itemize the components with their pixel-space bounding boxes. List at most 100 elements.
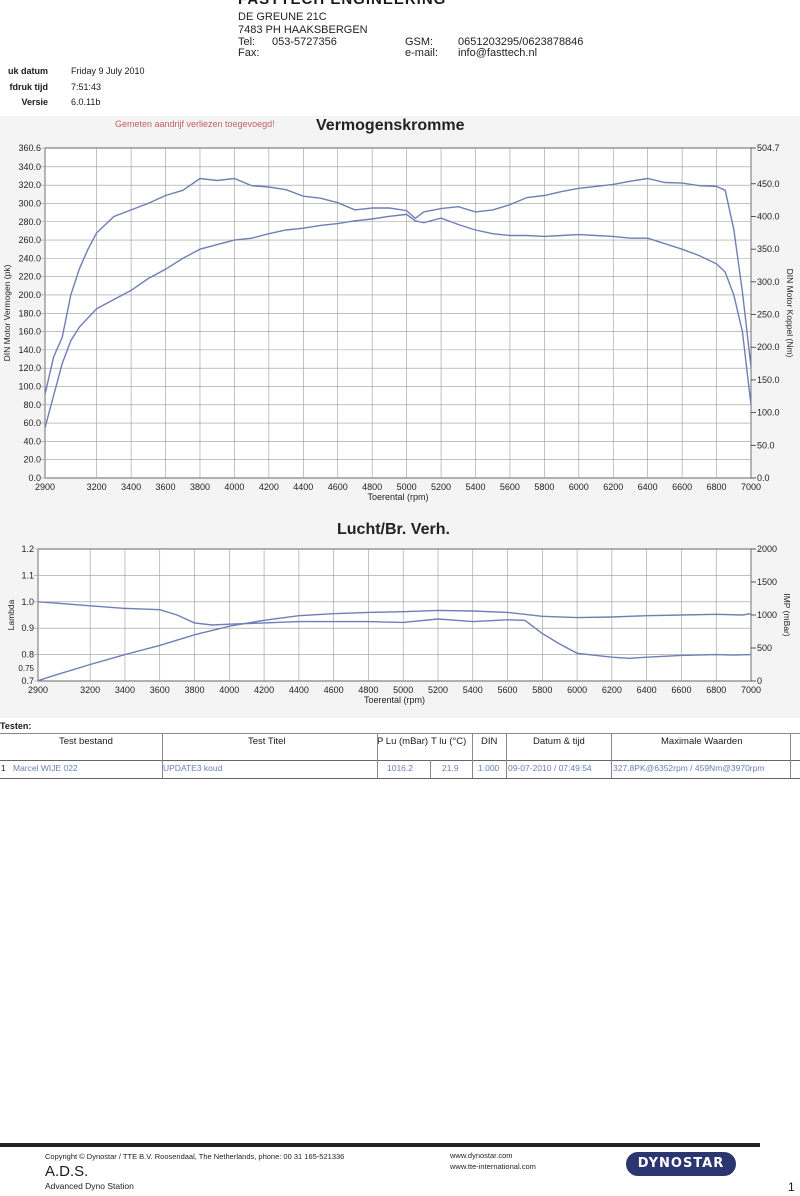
series-line-0 [37, 601, 752, 660]
power-chart-title: Vermogenskromme [316, 117, 465, 134]
versie-value: 6.0.11b [71, 97, 101, 107]
y2-tick-label: 350.0 [757, 244, 780, 254]
footer-copyright: Copyright © Dynostar / TTE B.V. Roosenda… [45, 1152, 345, 1161]
x-tick-label: 4800 [362, 482, 382, 492]
y-tick-label: 1.1 [21, 570, 34, 580]
col-test-bestand: Test bestand [59, 736, 113, 747]
y-tick-label: 1.0 [21, 597, 34, 607]
series-line-0 [44, 177, 752, 395]
row-datum: 09-07-2010 / 07:49:54 [508, 763, 592, 773]
x-tick-label: 6200 [603, 482, 623, 492]
x-tick-label: 6800 [707, 482, 727, 492]
y-tick-label: 80.0 [23, 400, 41, 410]
y-tick-label: 340.0 [18, 162, 41, 172]
power-chart: 2900 3200 3400 3600 3800 4000 4200 4400 4600 4800… [2, 143, 795, 502]
y2-tick-label: 1000 [757, 610, 777, 620]
row-test-titel: UPDATE3 koud [163, 763, 223, 773]
x-tick-label: 3400 [121, 482, 141, 492]
x-tick-label: 5000 [397, 482, 417, 492]
y2-tick-label: 504.7 [757, 143, 780, 153]
x-tick-label: 4200 [259, 482, 279, 492]
company-name: FASTTECH ENGINEERING [238, 0, 446, 8]
x-tick-label: 3800 [190, 482, 210, 492]
x-tick-label: 3400 [115, 685, 135, 695]
x-tick-label: 6000 [569, 482, 589, 492]
y-tick-label: 1.2 [21, 544, 34, 554]
x-tick-label: 5600 [498, 685, 518, 695]
x-tick-label: 6000 [567, 685, 587, 695]
x-tick-label: 4800 [358, 685, 378, 695]
tijd-label: fdruk tijd [9, 82, 49, 92]
versie-label: Versie [21, 97, 48, 107]
lambda-chart: 2900 3200 3400 3600 3800 4000 4200 4400 4600 4800… [6, 544, 792, 705]
y-tick-label: 200.0 [18, 290, 41, 300]
y2-tick-label: 450.0 [757, 179, 780, 189]
y2-tick-label: 150.0 [757, 375, 780, 385]
company-city: 7483 PH HAAKSBERGEN [238, 24, 368, 36]
y2-axis-label: IMP (mBar) [782, 593, 792, 636]
x-tick-label: 6600 [672, 482, 692, 492]
x-tick-label: 4200 [254, 685, 274, 695]
y-tick-label: 0.9 [21, 623, 34, 633]
y-tick-label: 60.0 [23, 418, 41, 428]
email-value: info@fasttech.nl [458, 47, 538, 59]
y2-tick-label: 2000 [757, 544, 777, 554]
page-number: 1 [788, 1180, 795, 1194]
x-tick-label: 4600 [328, 482, 348, 492]
x-tick-label: 6400 [637, 685, 657, 695]
x-tick-label: 2900 [35, 482, 55, 492]
y2-tick-label: 200.0 [757, 342, 780, 352]
y2-tick-label: 0.0 [757, 473, 770, 483]
table-top-rule [0, 733, 800, 734]
x-tick-label: 4400 [293, 482, 313, 492]
y2-tick-label: 100.0 [757, 408, 780, 418]
y-tick-label: 100.0 [18, 381, 41, 391]
x-tick-label: 5200 [431, 482, 451, 492]
x-tick-label: 7000 [741, 685, 761, 695]
y-tick-label: 120.0 [18, 363, 41, 373]
x-tick-label: 3600 [150, 685, 170, 695]
datum-value: Friday 9 July 2010 [71, 66, 145, 76]
x-tick-label: 4000 [224, 482, 244, 492]
x-tick-label: 3200 [80, 685, 100, 695]
y-tick-label: 20.0 [23, 455, 41, 465]
col-test-titel: Test Titel [248, 736, 286, 747]
x-tick-label: 6400 [638, 482, 658, 492]
tijd-value: 7:51:43 [71, 82, 102, 92]
y-tick-label: 260.0 [18, 235, 41, 245]
plot-area [37, 548, 752, 682]
y-tick-label: 320.0 [18, 180, 41, 190]
row-t-lu: 21.9 [442, 763, 459, 773]
chart-annotation: Gemeten aandrijf verliezen toegevoegd! [115, 119, 275, 129]
x-tick-label: 5600 [500, 482, 520, 492]
series-line-1 [44, 213, 752, 428]
y-tick-label: 220.0 [18, 272, 41, 282]
y-axis-label: DIN Motor Vermogen (pk) [2, 264, 12, 361]
x-axis-label: Toerental (rpm) [367, 492, 428, 502]
row-max: 327.8PK@6352rpm / 459Nm@3970rpm [613, 763, 765, 773]
footer-ads-sub: Advanced Dyno Station [45, 1181, 134, 1191]
y-tick-label: 180.0 [18, 308, 41, 318]
x-tick-label: 5400 [463, 685, 483, 695]
y-tick-label: 0.8 [21, 650, 34, 660]
footer-ads: A.D.S. [45, 1163, 89, 1180]
tel-label: Tel: [238, 36, 256, 48]
y2-tick-label: 250.0 [757, 310, 780, 320]
x-tick-label: 3600 [156, 482, 176, 492]
x-tick-label: 5800 [534, 482, 554, 492]
results-section-label: Testen: [0, 721, 32, 731]
table-header-rule [0, 760, 800, 761]
y-tick-label: 360.6 [18, 143, 41, 153]
y2-tick-label: 400.0 [757, 211, 780, 221]
col-p-lu: P Lu (mBar) [377, 736, 429, 747]
y2-tick-label: 0 [757, 676, 762, 686]
col-datum: Datum & tijd [533, 736, 585, 747]
x-tick-label: 5400 [465, 482, 485, 492]
y-tick-label: 160.0 [18, 327, 41, 337]
row-p-lu: 1016.2 [387, 763, 413, 773]
y-tick-label: 140.0 [18, 345, 41, 355]
footer-web-tte: www.tte-international.com [450, 1162, 536, 1171]
y2-tick-label: 500 [757, 643, 772, 653]
y-tick-label: 300.0 [18, 198, 41, 208]
y-tick-label: 0.0 [28, 473, 41, 483]
